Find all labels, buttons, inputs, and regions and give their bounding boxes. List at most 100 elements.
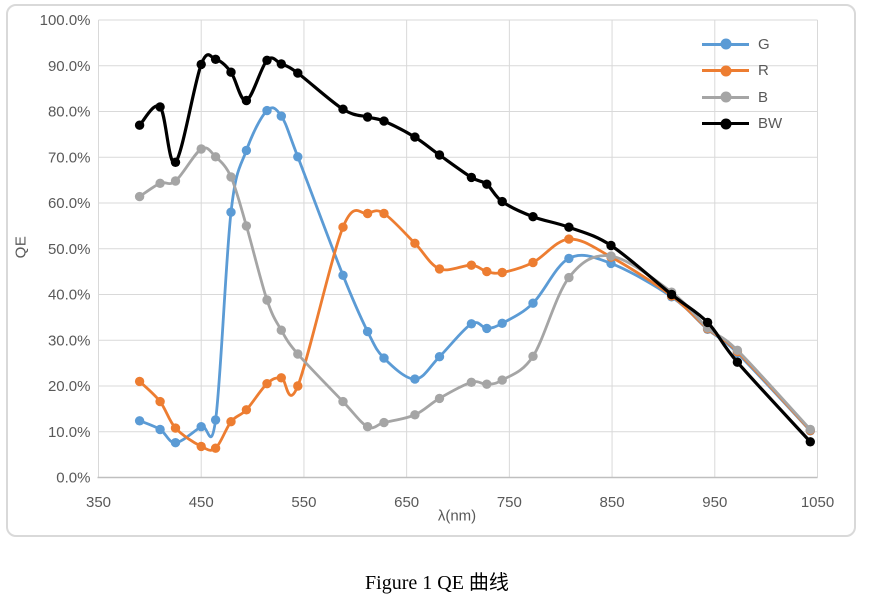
series-marker-BW (362, 112, 373, 122)
series-marker-G (134, 416, 145, 426)
legend-dot-R (720, 65, 731, 77)
series-marker-B (732, 345, 743, 355)
series-marker-R (293, 381, 303, 391)
series-marker-B (466, 377, 477, 387)
x-tick-label: 850 (600, 494, 625, 511)
y-tick-label: 60.0% (48, 195, 91, 212)
series-marker-BW (262, 55, 272, 65)
series-marker-G (497, 318, 507, 328)
series-marker-B (196, 144, 206, 154)
series-marker-B (134, 191, 145, 202)
legend-marker-BW (702, 118, 749, 130)
y-tick-label: 0.0% (56, 470, 90, 487)
series-marker-R (564, 234, 574, 244)
series-marker-G (155, 424, 165, 435)
series-marker-B (434, 393, 445, 404)
series-marker-G (241, 145, 252, 156)
series-marker-B (170, 176, 181, 186)
series-marker-R (196, 441, 206, 452)
series-marker-BW (293, 68, 303, 78)
series-marker-R (410, 238, 420, 248)
series-marker-G (466, 319, 477, 329)
series-marker-R (170, 423, 181, 433)
series-marker-R (276, 373, 286, 383)
series-marker-BW (196, 59, 206, 70)
legend-item-G: G (702, 31, 782, 58)
series-marker-BW (482, 179, 492, 189)
series-marker-G (528, 298, 538, 308)
series-marker-G (170, 438, 181, 448)
x-axis-title: λ(nm) (437, 507, 477, 525)
series-marker-BW (241, 95, 252, 106)
legend-label-B: B (758, 88, 769, 106)
series-marker-B (276, 325, 286, 335)
legend-item-R: R (702, 58, 782, 85)
series-marker-B (528, 351, 538, 361)
series-marker-BW (134, 120, 145, 130)
series-marker-R (362, 208, 373, 219)
series-marker-R (434, 264, 445, 274)
series-marker-B (293, 349, 303, 359)
y-tick-label: 10.0% (48, 424, 91, 441)
series-marker-G (210, 415, 221, 425)
series-marker-B (241, 221, 252, 231)
series-marker-B (155, 178, 165, 188)
series-marker-B (210, 152, 221, 162)
series-marker-B (226, 172, 236, 182)
series-marker-G (226, 207, 236, 217)
y-tick-label: 80.0% (48, 104, 91, 121)
figure-caption: Figure 1 QE 曲线 (365, 572, 509, 594)
series-marker-BW (805, 437, 815, 447)
x-tick-label: 1050 (801, 494, 834, 511)
x-tick-label: 650 (394, 494, 419, 511)
legend-label-G: G (758, 35, 770, 53)
series-marker-G (293, 152, 303, 162)
x-tick-label: 350 (86, 494, 111, 511)
series-marker-B (410, 410, 420, 420)
series-marker-R (155, 396, 165, 407)
series-marker-B (338, 396, 348, 407)
series-marker-BW (434, 150, 445, 160)
series-marker-B (379, 417, 389, 428)
series-marker-BW (702, 317, 713, 328)
series-marker-BW (466, 172, 477, 183)
series-marker-G (362, 326, 373, 337)
y-tick-label: 40.0% (48, 287, 91, 304)
x-tick-label: 750 (497, 494, 522, 511)
legend-marker-R (702, 65, 749, 77)
series-marker-BW (564, 222, 574, 232)
series-marker-R (210, 443, 221, 453)
series-marker-R (241, 405, 252, 415)
series-marker-R (482, 266, 492, 277)
legend-dot-B (720, 91, 731, 103)
y-tick-label: 30.0% (48, 332, 91, 349)
y-axis-title: QE (12, 235, 30, 259)
series-line-B (138, 146, 812, 431)
legend-label-R: R (758, 62, 769, 80)
series-marker-R (466, 260, 477, 270)
x-tick-label: 950 (702, 494, 727, 511)
series-marker-G (262, 105, 272, 116)
series-marker-R (226, 417, 236, 427)
series-marker-R (497, 267, 507, 278)
series-marker-G (196, 422, 206, 432)
series-line-G (138, 106, 812, 445)
series-marker-BW (226, 67, 236, 77)
legend-item-BW: BW (702, 111, 782, 138)
series-marker-G (379, 353, 389, 363)
series-marker-G (338, 270, 348, 280)
x-tick-label: 550 (291, 494, 316, 511)
series-marker-BW (666, 289, 677, 300)
series-marker-BW (528, 212, 538, 222)
series-marker-R (528, 257, 538, 268)
series-marker-B (362, 422, 373, 432)
y-tick-label: 100.0% (40, 12, 91, 29)
series-marker-B (805, 424, 815, 435)
series-marker-BW (410, 132, 420, 142)
chart-legend: G R B BW (702, 31, 782, 137)
series-marker-G (410, 374, 420, 384)
series-marker-B (497, 375, 507, 385)
legend-marker-B (702, 91, 749, 103)
y-tick-label: 70.0% (48, 149, 91, 166)
